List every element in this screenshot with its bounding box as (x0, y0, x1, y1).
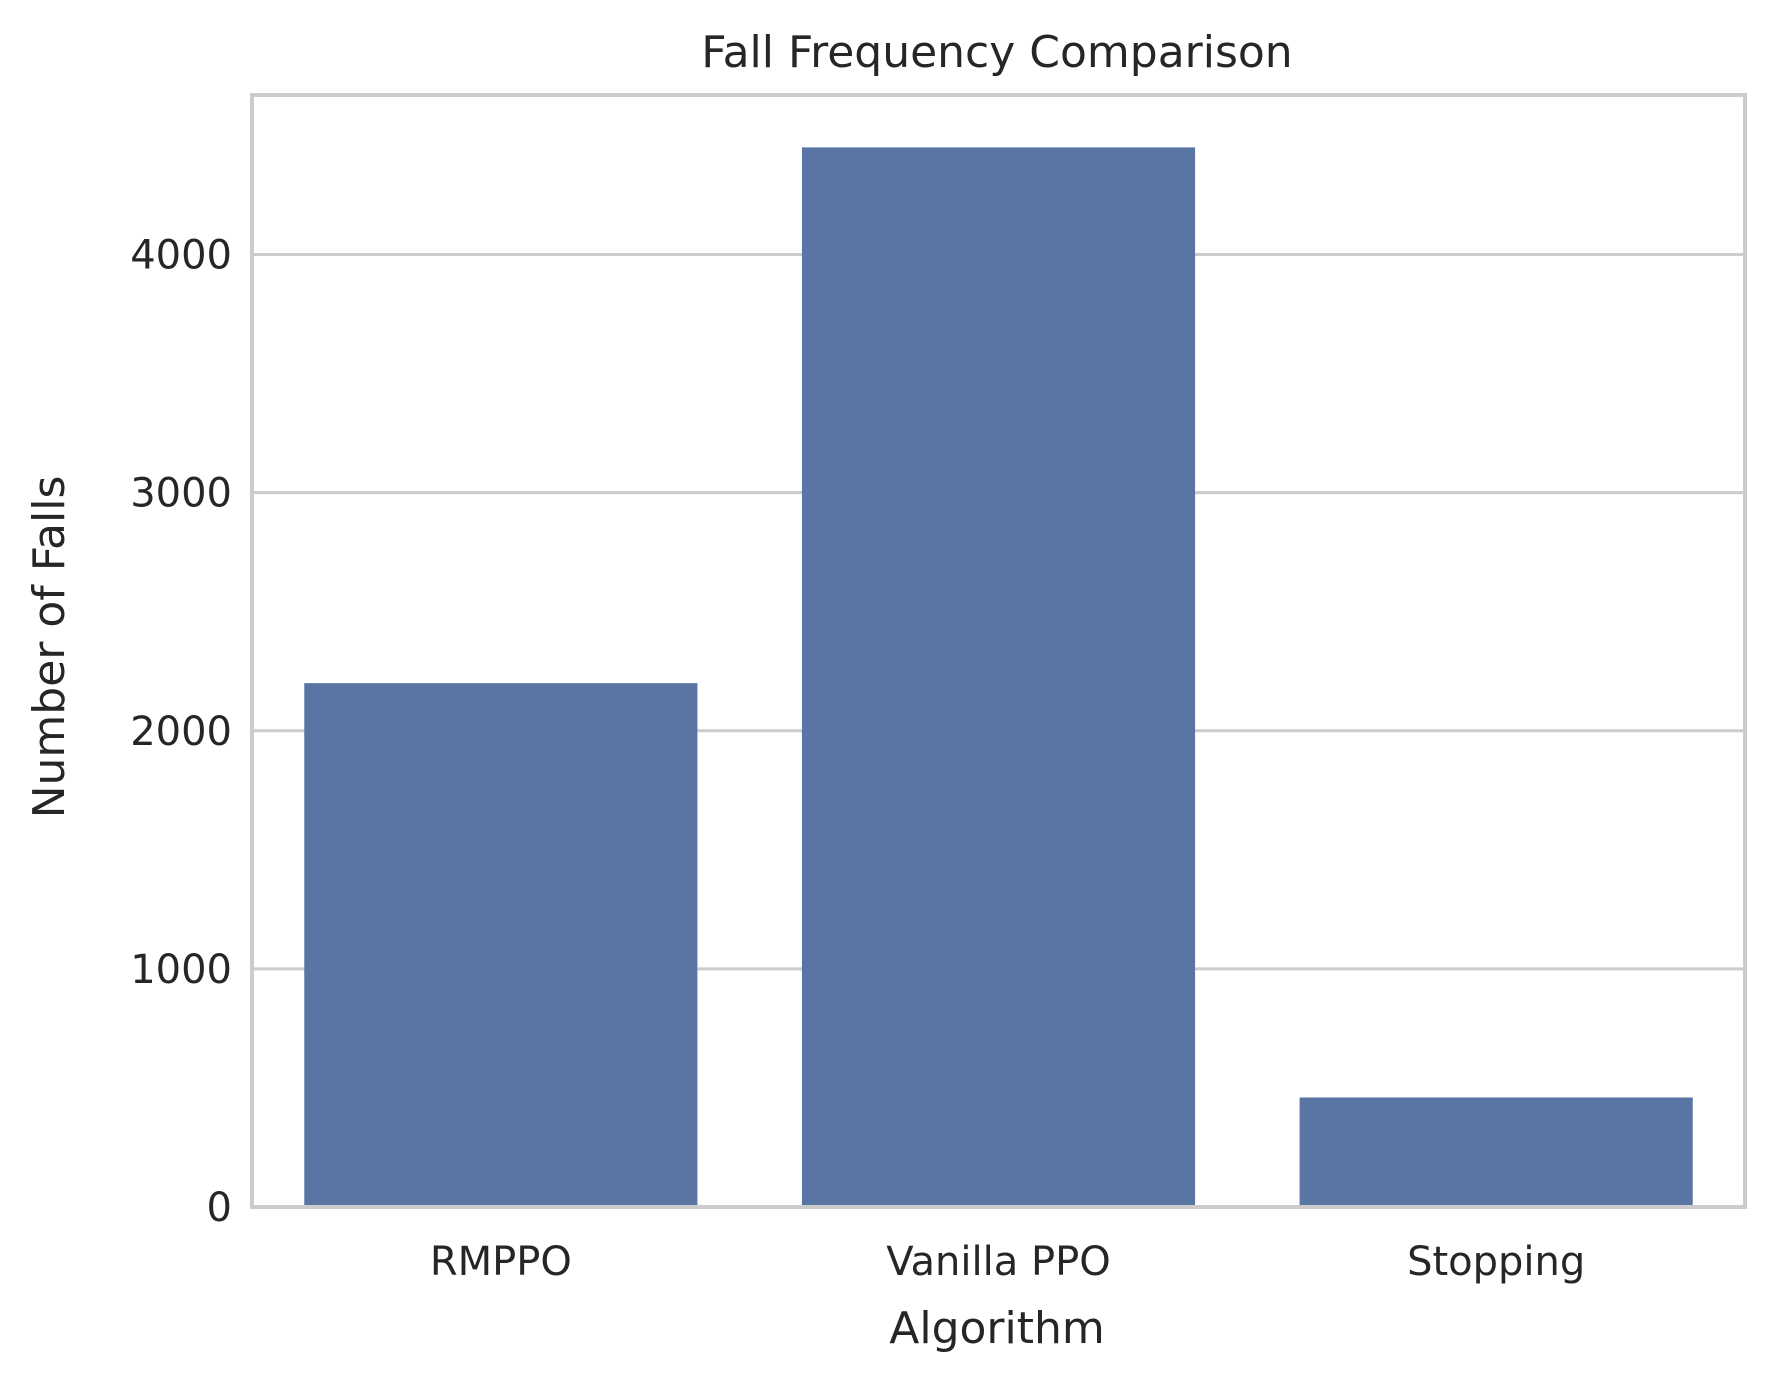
x-axis-label: Algorithm (889, 1303, 1105, 1354)
bar-rmppo (304, 683, 698, 1207)
x-tick-label: RMPPO (430, 1239, 572, 1285)
x-tick-label: Stopping (1407, 1239, 1585, 1285)
chart-title: Fall Frequency Comparison (701, 27, 1292, 78)
y-tick-label: 3000 (130, 471, 232, 517)
y-tick-label: 2000 (130, 709, 232, 755)
bars (304, 147, 1693, 1207)
plot-frame (250, 93, 1747, 1209)
y-axis-label: Number of Falls (24, 476, 75, 819)
y-tick-label: 0 (207, 1185, 232, 1231)
x-tick-label: Vanilla PPO (886, 1239, 1110, 1285)
y-tick-label: 4000 (130, 233, 232, 279)
bar-stopping (1299, 1097, 1693, 1207)
x-tick-labels: RMPPO Vanilla PPO Stopping (430, 1239, 1585, 1285)
y-tick-label: 1000 (130, 947, 232, 993)
y-tick-labels: 0 1000 2000 3000 4000 (130, 233, 232, 1231)
bar-vanilla-ppo (801, 147, 1196, 1207)
